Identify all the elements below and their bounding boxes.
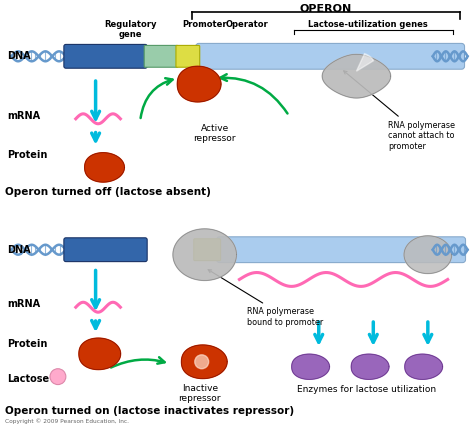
FancyBboxPatch shape [144,45,178,67]
Text: Promoter: Promoter [182,20,227,29]
Circle shape [50,369,66,384]
Text: Operon turned on (lactose inactivates repressor): Operon turned on (lactose inactivates re… [5,406,294,417]
Text: Regulatory
gene: Regulatory gene [104,20,156,39]
Polygon shape [292,354,329,379]
Circle shape [195,355,209,369]
Text: RNA polymerase
cannot attach to
promoter: RNA polymerase cannot attach to promoter [344,71,455,151]
Polygon shape [322,54,391,98]
Text: Protein: Protein [7,151,48,160]
Text: Lactose-utilization genes: Lactose-utilization genes [309,20,428,29]
Polygon shape [404,236,452,274]
Text: Lactose: Lactose [7,374,49,384]
Text: mRNA: mRNA [7,111,40,121]
FancyBboxPatch shape [196,43,465,69]
FancyBboxPatch shape [176,45,200,67]
Polygon shape [177,66,221,102]
Text: Protein: Protein [7,339,48,349]
Text: Inactive
repressor: Inactive repressor [179,384,221,403]
Polygon shape [351,354,389,379]
Text: Active
repressor: Active repressor [193,124,236,143]
Text: mRNA: mRNA [7,299,40,309]
Text: Enzymes for lactose utilization: Enzymes for lactose utilization [297,384,436,393]
Polygon shape [173,229,237,281]
Text: DNA: DNA [7,51,31,61]
FancyBboxPatch shape [64,45,147,68]
Text: OPERON: OPERON [300,4,352,14]
Text: Operator: Operator [226,20,269,29]
FancyBboxPatch shape [194,239,220,260]
Polygon shape [405,354,443,379]
Text: RNA polymerase
bound to promoter: RNA polymerase bound to promoter [208,270,324,326]
Polygon shape [356,54,374,71]
Polygon shape [85,153,124,182]
Polygon shape [79,338,120,369]
Text: Copyright © 2009 Pearson Education, Inc.: Copyright © 2009 Pearson Education, Inc. [5,419,129,424]
Polygon shape [182,345,227,378]
FancyBboxPatch shape [64,238,147,262]
Text: DNA: DNA [7,245,31,255]
FancyBboxPatch shape [217,237,465,263]
Text: Operon turned off (lactose absent): Operon turned off (lactose absent) [5,187,211,197]
